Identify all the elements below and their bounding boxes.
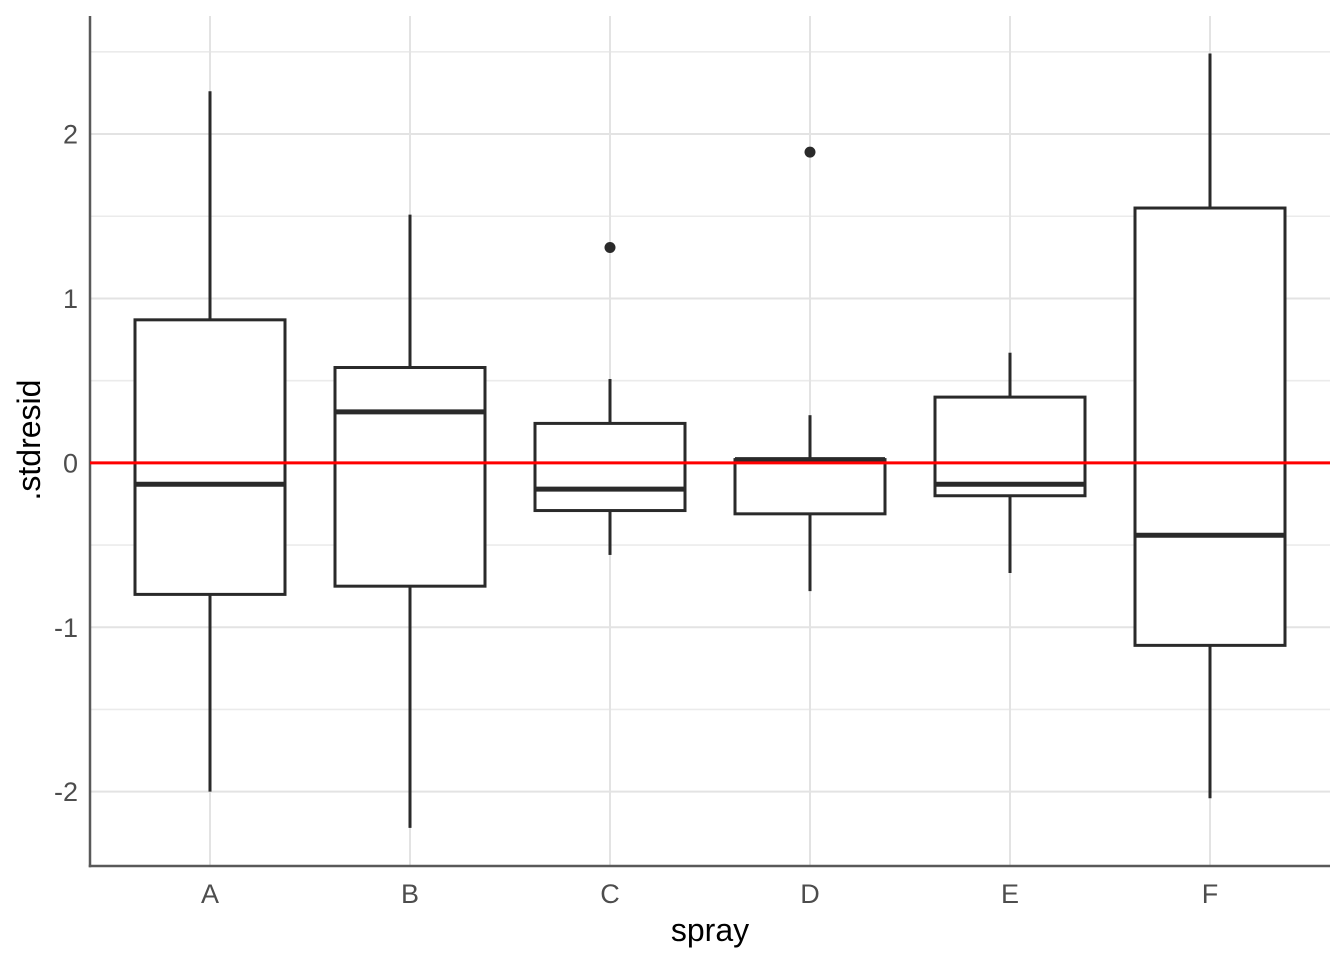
boxplot-F xyxy=(1133,53,1287,799)
x-axis-title: spray xyxy=(671,912,749,948)
y-axis-title: .stdresid xyxy=(11,380,47,501)
boxplot-C xyxy=(533,241,687,555)
boxplot-D xyxy=(733,146,887,592)
boxplot-E xyxy=(933,352,1087,574)
x-tick-label: B xyxy=(401,879,419,909)
y-tick-label: 2 xyxy=(63,120,78,150)
y-tick-label: 1 xyxy=(63,284,78,314)
x-tick-label: D xyxy=(800,879,820,909)
boxplots-layer xyxy=(133,53,1287,828)
y-tick-label: -1 xyxy=(54,613,78,643)
boxplot-B xyxy=(333,214,487,828)
boxplot-A xyxy=(133,91,287,792)
x-tick-label: C xyxy=(600,879,620,909)
y-tick-label: 0 xyxy=(63,448,78,478)
iqr-box xyxy=(1133,206,1287,647)
iqr-box xyxy=(733,458,887,516)
x-tick-label: F xyxy=(1202,879,1219,909)
y-tick-label: -2 xyxy=(54,777,78,807)
axis-lines-layer xyxy=(88,16,1330,868)
iqr-box xyxy=(533,421,687,513)
outlier-point xyxy=(604,241,616,253)
tick-labels-layer: 2 1 0 -1 -2 A B C D E F xyxy=(54,120,1218,909)
iqr-box xyxy=(333,366,487,588)
x-tick-label: E xyxy=(1001,879,1019,909)
iqr-box xyxy=(933,395,1087,498)
outlier-point xyxy=(804,146,816,158)
x-tick-label: A xyxy=(201,879,219,909)
iqr-box xyxy=(133,318,287,596)
